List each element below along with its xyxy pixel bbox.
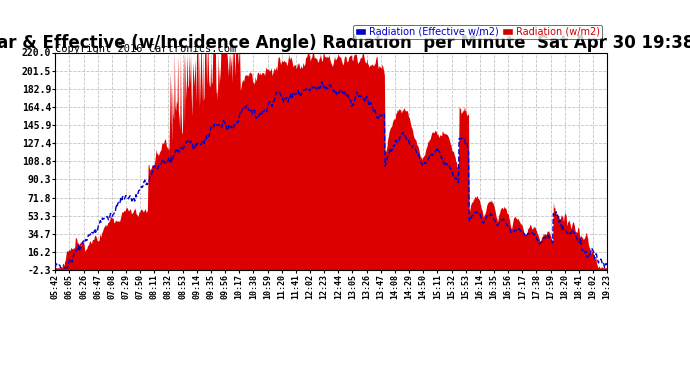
Title: Solar & Effective (w/Incidence Angle) Radiation  per Minute  Sat Apr 30 19:38: Solar & Effective (w/Incidence Angle) Ra… [0, 34, 690, 53]
Text: Copyright 2016 Cartronics.com: Copyright 2016 Cartronics.com [55, 44, 237, 54]
Legend: Radiation (Effective w/m2), Radiation (w/m2): Radiation (Effective w/m2), Radiation (w… [353, 25, 602, 39]
